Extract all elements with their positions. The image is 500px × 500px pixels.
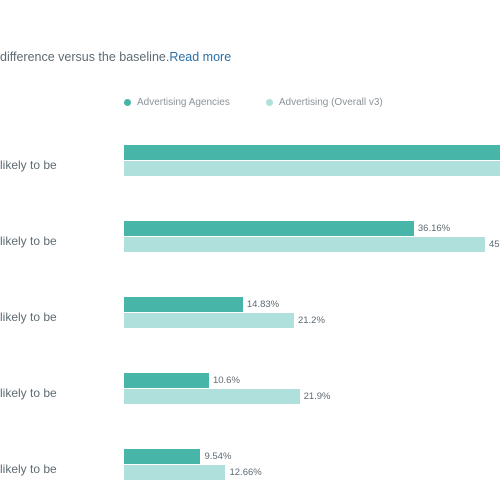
bar-advertising-overall[interactable] <box>124 237 485 252</box>
intro-text: difference versus the baseline.Read more <box>0 50 231 64</box>
bar-advertising-agencies[interactable] <box>124 221 414 236</box>
legend-label-advertising-agencies: Advertising Agencies <box>137 97 230 108</box>
bar-advertising-agencies[interactable] <box>124 373 209 388</box>
row-label: likely to be <box>0 462 57 476</box>
legend-dot-primary <box>124 99 131 106</box>
data-label: 9.54% <box>204 451 232 462</box>
chart-legend: Advertising Agencies Advertising (Overal… <box>124 97 383 108</box>
row-label: likely to be <box>0 386 57 400</box>
data-label: 21.9% <box>303 391 331 402</box>
row-label: likely to be <box>0 158 57 172</box>
bar-advertising-overall[interactable] <box>124 161 500 176</box>
data-label: 36.16% <box>417 223 451 234</box>
row-label: likely to be <box>0 234 57 248</box>
read-more-link[interactable]: Read more <box>169 50 232 64</box>
bar-advertising-agencies[interactable] <box>124 297 243 312</box>
data-label: 45.03% <box>489 239 500 250</box>
legend-label-advertising-overall: Advertising (Overall v3) <box>278 97 383 108</box>
data-label: 14.83% <box>246 299 280 310</box>
data-label: 10.6% <box>212 375 240 386</box>
data-label: 21.2% <box>297 315 325 326</box>
legend-item-advertising-agencies[interactable]: Advertising Agencies <box>124 97 230 108</box>
bar-advertising-overall[interactable] <box>124 465 226 480</box>
legend-dot-secondary <box>265 99 273 106</box>
data-label: 12.66% <box>229 467 262 478</box>
bar-advertising-agencies[interactable] <box>124 449 201 464</box>
legend-item-advertising-overall[interactable]: Advertising (Overall v3) <box>265 97 383 108</box>
bar-advertising-overall[interactable] <box>124 313 294 328</box>
bar-advertising-overall[interactable] <box>124 389 300 404</box>
row-label: likely to be <box>0 310 57 324</box>
intro-sentence: difference versus the baseline. <box>0 50 170 64</box>
bar-advertising-agencies[interactable] <box>124 145 500 160</box>
